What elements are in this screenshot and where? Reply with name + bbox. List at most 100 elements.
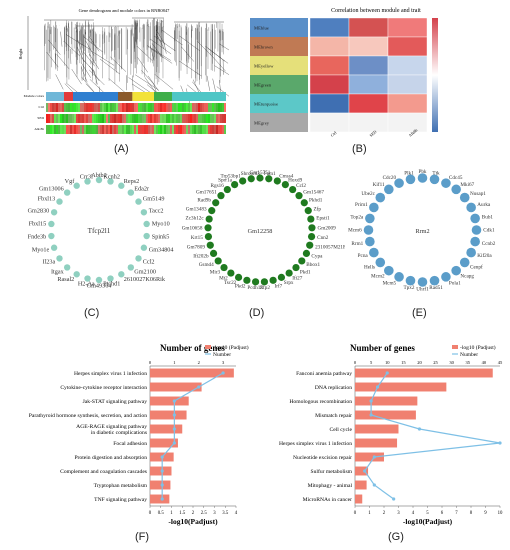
network-node-label: Gm10658	[182, 225, 203, 231]
category-label: Mitophagy - animal	[308, 483, 353, 489]
network-node	[205, 215, 213, 223]
number-point	[172, 413, 176, 417]
number-point	[160, 469, 164, 473]
bar	[150, 368, 234, 378]
network-node	[384, 184, 394, 195]
category-label: DNA replication	[315, 385, 352, 391]
number-point	[417, 427, 422, 431]
network-node-label: Hells	[364, 264, 375, 270]
number-point	[172, 427, 176, 431]
network-node-label: Ifi27	[292, 274, 302, 281]
network-node	[231, 181, 239, 189]
x-tick-label: 1.5	[179, 511, 186, 516]
x-tick-label: 0	[149, 511, 152, 516]
enrichment-chart-g: Number of genes -log10 (Padjust)Number 0 5 1…	[279, 343, 503, 526]
label-d: (D)	[249, 307, 265, 319]
network-node	[306, 241, 314, 249]
number-point	[372, 455, 376, 459]
trait-label-ctrl: Ctrl	[329, 129, 338, 137]
network-node-label: Itgax	[51, 268, 65, 275]
network-node-label: Crr3l	[80, 173, 93, 180]
network-node	[50, 209, 58, 216]
network-node-label: Gm15751	[250, 170, 271, 176]
label-a: (A)	[114, 143, 129, 155]
bar	[355, 396, 418, 406]
network-node	[285, 269, 293, 277]
network-node-label: Gm17651	[196, 190, 217, 196]
network-node	[384, 265, 394, 276]
network-node-label: Gm2830	[28, 207, 50, 214]
category-label: AGE-RAGE signaling pathway	[76, 424, 147, 430]
category-label: Cytokine-cytokine receptor interaction	[60, 385, 147, 391]
dendrogram-branches	[44, 17, 243, 110]
network-node-label: Plk1	[404, 170, 414, 176]
network-node-label: Mcm2	[371, 274, 385, 280]
network-node	[118, 182, 125, 189]
top-tick-label: 5	[370, 360, 373, 365]
network-node	[277, 273, 286, 281]
network-node	[140, 244, 148, 251]
network-node	[466, 247, 476, 258]
category-label: in diabetic complications	[91, 430, 147, 436]
network-node-label: Shroom3	[241, 171, 260, 177]
network-node-label: Mcm5	[383, 281, 397, 287]
network-node-label: Cdc20	[383, 175, 397, 181]
network-node-label: 2610027K06Rik	[124, 276, 166, 283]
network-node	[95, 176, 103, 184]
bar	[150, 480, 171, 490]
bar	[150, 438, 178, 448]
module-label: MEturquoise	[254, 102, 278, 107]
x-axis-label: -log10(Padjust)	[168, 517, 218, 526]
network-node	[363, 225, 374, 235]
network-node	[84, 275, 91, 282]
network-node	[292, 263, 300, 272]
number-point	[498, 441, 502, 445]
category-label: Sulfur metabolism	[311, 468, 353, 475]
category-label: Herpes simplex virus 1 infection	[279, 440, 352, 447]
x-tick-label: 4	[412, 511, 415, 516]
bar	[355, 410, 416, 420]
top-tick-label: 20	[417, 360, 422, 365]
network-node-label: Gm13483	[186, 206, 207, 212]
bar-label-sed: SED	[37, 116, 44, 120]
top-tick-label: 2	[198, 360, 200, 365]
network-node	[470, 213, 480, 224]
x-tick-label: 0	[354, 511, 357, 516]
network-node-label: Pcna	[358, 253, 369, 259]
network-node	[48, 220, 55, 228]
bar	[355, 466, 369, 476]
network-node	[441, 272, 451, 282]
network-node-label: Pbk	[418, 169, 426, 175]
network-node	[307, 215, 315, 223]
network-node-label: Tacc2	[149, 207, 164, 214]
x-tick-label: 3	[397, 511, 400, 516]
label-c: (C)	[84, 307, 100, 319]
module-color-bars	[46, 92, 226, 134]
bar	[150, 396, 189, 406]
category-label: TNF signaling pathway	[94, 497, 147, 503]
network-node	[405, 174, 416, 185]
network-node	[63, 264, 71, 271]
top-tick-label: 30	[449, 360, 454, 365]
category-label: Cell cycle	[329, 427, 352, 433]
x-tick-label: 9	[484, 511, 487, 516]
network-node	[56, 255, 63, 262]
network-node-label: Il23a	[42, 258, 55, 265]
number-point	[160, 497, 164, 501]
network-node	[208, 207, 216, 215]
network-node	[265, 175, 273, 183]
legend-swatch-padjust	[452, 345, 458, 349]
network-node	[206, 241, 214, 249]
network-node-label: Hoxd9	[288, 177, 303, 183]
network-node-label: Pkd2	[235, 283, 246, 289]
network-node-label: Krt15	[191, 235, 204, 241]
network-center-label: Tfcp2l1	[88, 227, 111, 235]
network-node	[256, 174, 264, 182]
bar	[355, 480, 367, 490]
network-node	[289, 185, 297, 194]
network-node	[365, 236, 375, 247]
legend-label-padjust: -log10 (Padjust)	[460, 344, 496, 351]
top-tick-label: 35	[466, 360, 471, 365]
